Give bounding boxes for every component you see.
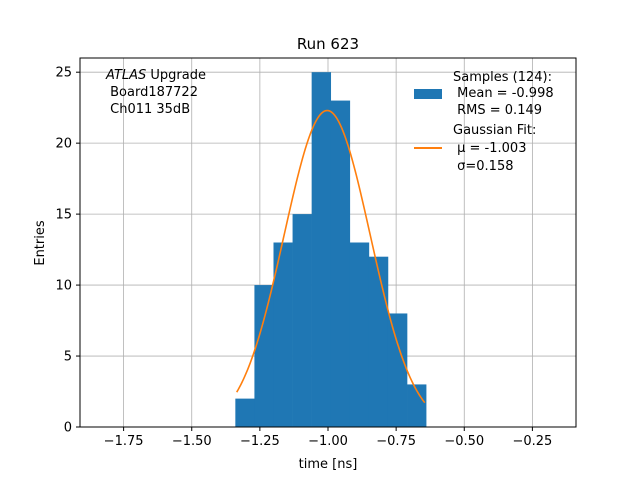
annotation-atlas: ATLAS: [105, 68, 146, 83]
annotation-upgrade: Upgrade: [146, 68, 206, 83]
legend-fit-line-1: Gaussian Fit:: [453, 123, 536, 138]
x-tick-label: −1.00: [308, 434, 348, 449]
fit-curve: [236, 109, 426, 404]
histogram-bar: [407, 384, 427, 427]
y-tick-label: 20: [55, 137, 72, 152]
y-tick-label: 15: [55, 208, 72, 223]
x-tick-label: −0.50: [444, 434, 484, 449]
histogram-bars: [235, 72, 427, 428]
x-tick-label: −0.75: [376, 434, 416, 449]
x-axis-label: time [ns]: [299, 457, 358, 472]
chart-title: Run 623: [297, 35, 359, 53]
gaussian-fit: [236, 109, 426, 404]
annotation-line-3: Ch011 35dB: [106, 102, 190, 117]
histogram-bar: [311, 72, 332, 427]
legend-samples-line-3: RMS = 0.149: [453, 103, 542, 118]
histogram-bar: [387, 313, 408, 427]
legend-samples-swatch: [414, 89, 442, 99]
annotation-line-1: ATLAS Upgrade: [105, 68, 206, 83]
legend: Samples (124): Mean = -0.998 RMS = 0.149…: [414, 70, 554, 174]
y-tick-label: 25: [55, 66, 72, 81]
y-axis-label: Entries: [33, 220, 48, 266]
histogram-bar: [273, 242, 293, 427]
legend-samples-line-2: Mean = -0.998: [453, 86, 554, 101]
x-tick-label: −1.50: [172, 434, 212, 449]
histogram-bar: [235, 398, 255, 427]
legend-samples-line-1: Samples (124):: [453, 70, 552, 85]
x-tick-label: −0.25: [512, 434, 552, 449]
legend-fit-line-2: μ = -1.003: [453, 141, 526, 156]
y-tick-label: 5: [64, 350, 72, 365]
histogram-bar: [292, 214, 312, 427]
y-tick-label: 10: [55, 279, 72, 294]
atlas-annotation: ATLAS Upgrade Board187722 Ch011 35dB: [105, 68, 206, 117]
histogram-bar: [254, 285, 274, 427]
histogram-bar: [330, 100, 351, 428]
histogram-bar: [368, 256, 389, 427]
legend-fit-line-3: σ=0.158: [453, 159, 513, 174]
y-tick-label: 0: [64, 421, 72, 436]
x-tick-label: −1.75: [104, 434, 144, 449]
histogram-bar: [349, 242, 370, 427]
x-axis-ticks: −1.75 −1.50 −1.25 −1.00 −0.75 −0.50 −0.25: [104, 427, 552, 449]
annotation-line-2: Board187722: [106, 85, 198, 100]
y-axis-ticks: 0 5 10 15 20 25: [55, 66, 80, 436]
x-tick-label: −1.25: [240, 434, 280, 449]
